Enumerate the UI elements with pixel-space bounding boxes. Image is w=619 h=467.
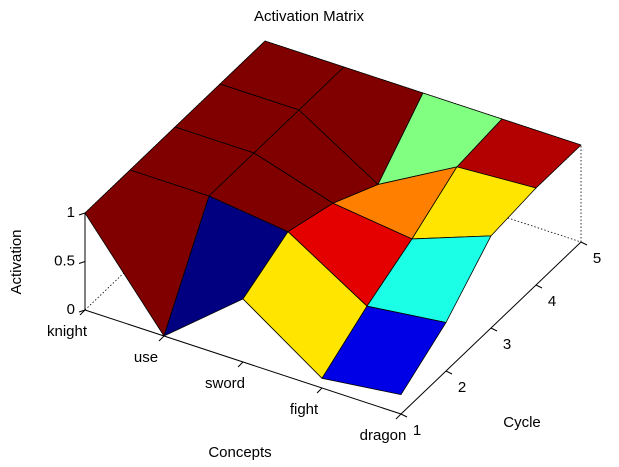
x-axis-label: Concepts	[208, 444, 271, 461]
x-tick	[79, 309, 86, 316]
x-tick-label: sword	[205, 375, 245, 392]
z-tick-label: 1	[67, 204, 75, 221]
z-tick	[78, 212, 86, 216]
x-tick-label: knight	[47, 323, 88, 340]
x-tick	[316, 387, 323, 394]
y-tick-label: 5	[593, 250, 601, 267]
x-tick	[158, 335, 165, 342]
y-tick	[535, 284, 543, 289]
x-tick-label: fight	[290, 401, 319, 418]
surface-face	[321, 305, 447, 396]
x-tick	[237, 361, 244, 368]
y-tick-label: 1	[413, 422, 421, 439]
z-tick-label: 0	[67, 301, 75, 318]
z-tick-label: 0.5	[54, 252, 75, 269]
z-axis-label: Activation	[8, 229, 25, 294]
y-tick	[490, 327, 498, 332]
y-tick-label: 2	[458, 379, 466, 396]
y-tick	[445, 370, 453, 375]
z-tick	[78, 261, 86, 264]
y-tick	[400, 413, 408, 418]
x-tick-label: use	[134, 349, 158, 366]
x-tick-label: dragon	[360, 427, 407, 444]
y-axis-label: Cycle	[503, 414, 541, 431]
x-tick	[395, 413, 402, 420]
box-edge	[264, 137, 582, 243]
chart-title: Activation Matrix	[254, 8, 365, 25]
y-tick	[580, 241, 588, 246]
y-tick-label: 4	[548, 293, 556, 310]
y-tick-label: 3	[503, 336, 511, 353]
